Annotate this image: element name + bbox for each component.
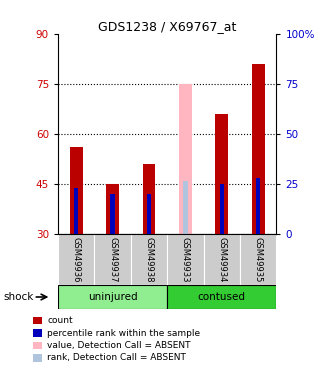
- Text: count: count: [47, 316, 73, 325]
- Bar: [74, 188, 78, 234]
- Bar: [110, 194, 115, 234]
- Text: value, Detection Call = ABSENT: value, Detection Call = ABSENT: [47, 341, 191, 350]
- Bar: [256, 177, 260, 234]
- Bar: [143, 164, 155, 234]
- Bar: [58, 285, 167, 309]
- Text: uninjured: uninjured: [88, 292, 137, 302]
- Bar: [167, 234, 204, 285]
- Text: contused: contused: [198, 292, 246, 302]
- Text: shock: shock: [3, 292, 34, 302]
- Title: GDS1238 / X69767_at: GDS1238 / X69767_at: [98, 20, 236, 33]
- Text: GSM49935: GSM49935: [254, 237, 263, 282]
- Text: GSM49938: GSM49938: [144, 237, 154, 282]
- Bar: [215, 114, 228, 234]
- Text: rank, Detection Call = ABSENT: rank, Detection Call = ABSENT: [47, 353, 186, 362]
- Text: GSM49934: GSM49934: [217, 237, 226, 282]
- Bar: [106, 184, 119, 234]
- Text: GSM49933: GSM49933: [181, 237, 190, 282]
- Text: GSM49936: GSM49936: [71, 237, 81, 282]
- Bar: [219, 184, 224, 234]
- Bar: [240, 234, 276, 285]
- Bar: [58, 234, 94, 285]
- Bar: [147, 194, 151, 234]
- Bar: [204, 234, 240, 285]
- Bar: [167, 285, 276, 309]
- Bar: [179, 84, 192, 234]
- Text: percentile rank within the sample: percentile rank within the sample: [47, 328, 201, 338]
- Bar: [183, 181, 188, 234]
- Bar: [94, 234, 131, 285]
- Bar: [70, 147, 82, 234]
- Bar: [252, 64, 264, 234]
- Bar: [131, 234, 167, 285]
- Text: GSM49937: GSM49937: [108, 237, 117, 282]
